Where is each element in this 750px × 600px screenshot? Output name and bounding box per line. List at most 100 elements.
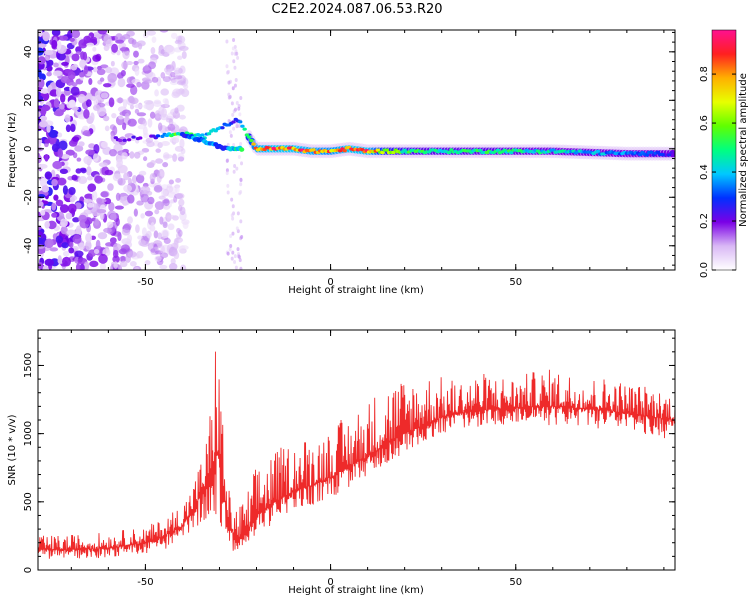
spectrogram-noise-cell: [44, 50, 54, 56]
colorbar-tick-label: 0.2: [699, 213, 710, 229]
spectrogram-noise-cell: [96, 197, 103, 204]
spectrogram-noise-cell: [121, 61, 129, 70]
spectrogram-noise-cell: [105, 66, 113, 74]
spectrogram-noise-cell: [53, 194, 59, 201]
spectrogram-noise-cell: [237, 254, 241, 259]
spectrogram-noise-cell: [120, 244, 130, 253]
spectrogram-noise-cell: [44, 138, 51, 144]
spectrogram-noise-cell: [178, 245, 186, 254]
spectrogram-noise-cell: [155, 148, 161, 153]
spectrogram-noise-cell: [98, 162, 108, 168]
spectrogram-noise-cell: [136, 200, 144, 206]
spectrogram-noise-cell: [239, 95, 243, 100]
spectrogram-noise-cell: [57, 255, 62, 265]
spectrogram-noise-cell: [83, 198, 93, 204]
spectrogram-plot-area: [38, 30, 675, 270]
spectrogram-noise-cell: [240, 235, 244, 240]
spectrogram-ridge-core: [249, 138, 254, 143]
spectrogram-noise-cell: [110, 60, 115, 67]
spectrogram-noise-cell: [53, 62, 59, 68]
spectrogram-noise-cell: [230, 256, 234, 261]
spectrogram-noise-cell: [94, 218, 100, 226]
spectrogram-noise-cell: [231, 250, 235, 255]
spectrogram-noise-cell: [38, 138, 43, 144]
spectrogram-noise-cell: [130, 97, 139, 105]
spectrogram-noise-cell: [236, 211, 240, 216]
spectrogram-noise-cell: [167, 123, 176, 132]
spectrogram-noise-cell: [165, 64, 172, 70]
spectrogram-noise-cell: [67, 71, 76, 80]
spectrogram-noise-cell: [92, 66, 98, 73]
spectrogram-noise-cell: [174, 145, 184, 152]
spectrogram-ridge-core: [495, 148, 501, 152]
spectrogram-noise-cell: [141, 227, 147, 237]
spectrogram-noise-cell: [48, 129, 58, 138]
spectrogram-noise-cell: [118, 115, 124, 120]
spectrogram-noise-cell: [143, 99, 154, 105]
spectrogram-noise-cell: [123, 172, 130, 181]
spectrogram-noise-cell: [123, 184, 133, 193]
spectrogram-ridge-core: [384, 148, 390, 152]
spectrogram-noise-cell: [70, 64, 78, 71]
spectrogram-noise-cell: [136, 250, 144, 259]
spectrogram-noise-cell: [38, 43, 47, 48]
spectrogram-noise-cell: [231, 86, 235, 91]
spectrogram-noise-cell: [53, 110, 64, 117]
spectrogram-noise-cell: [159, 171, 165, 177]
spectrogram-noise-cell: [170, 71, 176, 78]
spectrogram-noise-cell: [79, 263, 85, 270]
colorbar-axes: 0.0 0.2 0.4 0.6 0.8: [699, 29, 737, 278]
spectrogram-noise-cell: [117, 178, 126, 186]
spectrogram-noise-cell: [40, 209, 46, 216]
spectrogram-noise-cell: [38, 163, 48, 169]
spectrogram-noise-cell: [159, 264, 168, 270]
spectrogram-y-tick-label: -40: [23, 238, 34, 254]
spectrogram-noise-cell: [44, 238, 54, 249]
spectrogram-noise-cell: [82, 130, 91, 137]
spectrogram-noise-cell: [107, 72, 118, 83]
spectrogram-noise-cell: [38, 111, 41, 118]
spectrogram-noise-cell: [146, 141, 155, 148]
spectrogram-noise-cell: [127, 251, 137, 258]
spectrogram-noise-cell: [177, 55, 183, 61]
spectrogram-noise-cell: [55, 87, 62, 98]
spectrogram-noise-cell: [147, 196, 155, 205]
spectrogram-noise-cell: [178, 45, 189, 52]
spectrogram-noise-cell: [233, 65, 237, 70]
spectrogram-noise-cell: [75, 46, 82, 53]
spectrogram-noise-cell: [133, 208, 138, 217]
spectrogram-noise-cell: [163, 237, 171, 244]
spectrogram-noise-cell: [38, 196, 41, 204]
spectrogram-noise-cell: [231, 231, 235, 236]
spectrogram-noise-cell: [121, 152, 128, 160]
spectrogram-noise-cell: [99, 77, 105, 82]
spectrogram-noise-cell: [109, 213, 117, 221]
spectrogram-noise-cell: [161, 140, 170, 146]
spectrogram-noise-cell: [66, 229, 76, 236]
spectrogram-noise-cell: [136, 112, 147, 117]
spectrogram-noise-cell: [67, 203, 77, 214]
spectrogram-noise-cell: [141, 147, 150, 153]
spectrogram-noise-cell: [180, 264, 187, 270]
spectrogram-noise-cell: [53, 98, 60, 108]
spectrogram-noise-cell: [166, 45, 176, 55]
spectrogram-noise-cell: [170, 32, 178, 39]
spectrogram-noise-cell: [149, 173, 156, 182]
spectrogram-noise-cell: [233, 83, 237, 88]
spectrogram-noise-cell: [237, 155, 241, 160]
spectrogram-noise-cell: [235, 226, 239, 231]
spectrogram-ridge-core: [238, 120, 243, 124]
spectrogram-noise-cell: [162, 76, 172, 83]
spectrogram-noise-cell: [80, 51, 85, 60]
spectrogram-noise-cell: [238, 258, 242, 263]
colorbar-frame: [711, 29, 737, 271]
spectrogram-noise-cell: [69, 99, 76, 108]
spectrogram-noise-cell: [100, 92, 109, 99]
spectrogram-noise-cell: [235, 166, 239, 171]
spectrogram-noise-cell: [78, 141, 85, 147]
spectrogram-noise-cell: [143, 103, 151, 110]
snr-y-tick-label: 1500: [23, 353, 34, 378]
spectrogram-noise-cell: [44, 171, 53, 180]
